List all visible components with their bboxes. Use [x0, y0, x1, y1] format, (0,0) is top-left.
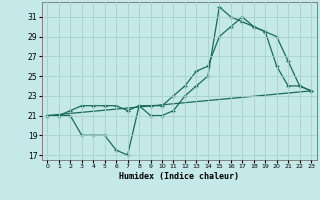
X-axis label: Humidex (Indice chaleur): Humidex (Indice chaleur): [119, 172, 239, 181]
